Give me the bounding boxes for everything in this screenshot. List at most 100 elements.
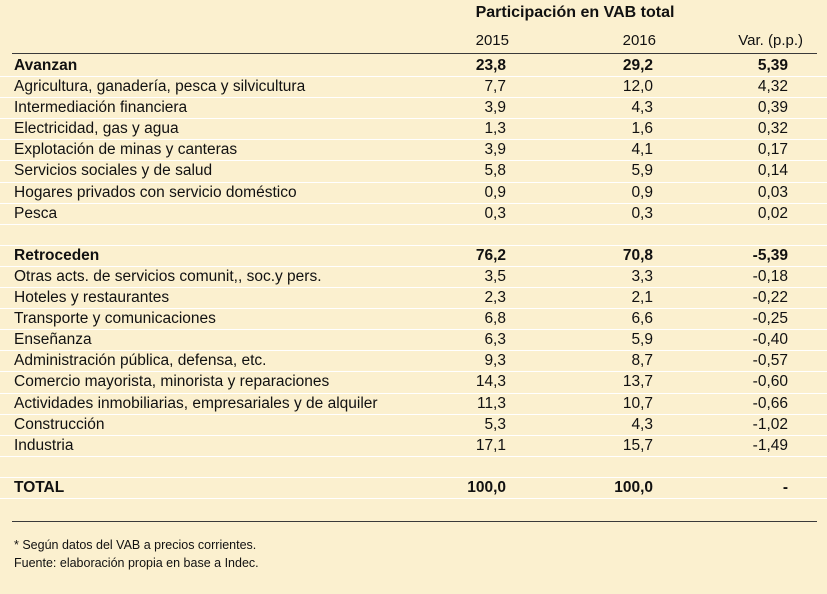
cell-2016: 1,6 (631, 120, 653, 138)
row-label: Servicios sociales y de salud (14, 162, 213, 180)
row-label: Pesca (14, 204, 58, 222)
cell-2015: 6,3 (484, 331, 506, 349)
table-row: Comercio mayorista, minorista y reparaci… (0, 372, 827, 394)
cell-2015: 5,8 (484, 162, 506, 180)
cell-var: - (782, 478, 788, 496)
cell-var: -0,18 (752, 267, 788, 285)
cell-var: -0,57 (752, 352, 788, 370)
cell-var: -0,60 (752, 373, 788, 391)
table-row: Industria 17,1 15,7 -1,49 (0, 436, 827, 457)
cell-2015: 14,3 (475, 373, 506, 391)
cell-2016: 13,7 (622, 373, 653, 391)
table-super-header: Participación en VAB total (475, 4, 675, 21)
table-row: Otras acts. de servicios comunit,, soc.y… (0, 267, 827, 289)
row-label: Enseñanza (14, 331, 92, 349)
cell-2016: 5,9 (631, 162, 653, 180)
table-row: Actividades inmobiliarias, empresariales… (0, 394, 827, 415)
cell-2015: 23,8 (475, 57, 506, 74)
cell-2016: 2,1 (631, 289, 653, 307)
cell-2015: 9,3 (484, 352, 506, 370)
row-label: Comercio mayorista, minorista y reparaci… (14, 373, 330, 391)
row-label: Industria (14, 436, 74, 454)
table-row: Pesca 0,3 0,3 0,02 (0, 204, 827, 225)
cell-2015: 5,3 (484, 415, 506, 433)
cell-var: 0,03 (757, 183, 788, 201)
table-body: Avanzan 23,8 29,2 5,39 Agricultura, ganaderí… (0, 56, 827, 499)
cell-2015: 3,9 (484, 99, 506, 117)
cell-2016: 100,0 (614, 478, 653, 496)
cell-var: -0,25 (752, 310, 788, 328)
cell-2015: 17,1 (475, 436, 506, 454)
row-label: Explotación de minas y canteras (14, 141, 238, 159)
footnote-source: Fuente: elaboración propia en base a Ind… (14, 556, 259, 570)
cell-2015: 11,3 (476, 394, 506, 412)
cell-2015: 0,9 (484, 183, 506, 201)
column-header-var: Var. (p.p.) (738, 32, 803, 49)
cell-var: -0,66 (752, 394, 788, 412)
table-group-row: Retroceden 76,2 70,8 -5,39 (0, 246, 827, 267)
column-header-2016: 2016 (622, 32, 656, 49)
row-label: Agricultura, ganadería, pesca y silvicul… (14, 78, 306, 96)
cell-var: 0,17 (757, 141, 788, 159)
cell-2016: 6,6 (631, 310, 653, 328)
table-spacer-row (0, 457, 827, 478)
row-label: Construcción (14, 415, 105, 433)
cell-var: 5,39 (757, 57, 788, 74)
cell-2016: 0,9 (631, 183, 653, 201)
cell-2015: 2,3 (484, 289, 506, 307)
cell-var: 4,32 (757, 78, 788, 96)
table-total-row: TOTAL 100,0 100,0 - (0, 478, 827, 499)
cell-2016: 5,9 (631, 331, 653, 349)
table-row: Hogares privados con servicio doméstico 0… (0, 183, 827, 204)
cell-2015: 3,5 (484, 267, 506, 285)
cell-2016: 29,2 (622, 57, 653, 74)
cell-var: -1,49 (752, 436, 788, 454)
table-row: Transporte y comunicaciones 6,8 6,6 -0,25 (0, 309, 827, 331)
cell-2016: 3,3 (631, 267, 653, 285)
cell-var: 0,39 (757, 99, 788, 117)
cell-2015: 7,7 (484, 78, 506, 96)
cell-2016: 8,7 (631, 352, 653, 370)
cell-var: 0,32 (757, 120, 788, 138)
table-row: Enseñanza 6,3 5,9 -0,40 (0, 330, 827, 352)
table-row: Construcción 5,3 4,3 -1,02 (0, 415, 827, 436)
table-row: Servicios sociales y de salud 5,8 5,9 0,14 (0, 161, 827, 183)
cell-2016: 4,3 (631, 415, 653, 433)
table-row: Intermediación financiera 3,9 4,3 0,39 (0, 98, 827, 120)
row-label: Intermediación financiera (14, 99, 188, 117)
cell-2015: 1,3 (484, 120, 506, 138)
cell-var: -0,22 (752, 289, 788, 307)
cell-var: -1,02 (752, 415, 788, 433)
column-header-2015: 2015 (475, 32, 509, 49)
cell-2016: 10,7 (622, 394, 653, 412)
cell-var: 0,02 (757, 204, 788, 222)
cell-2016: 70,8 (622, 246, 653, 264)
row-label: Transporte y comunicaciones (14, 310, 216, 328)
footnote-methodology: * Según datos del VAB a precios corrient… (14, 538, 257, 552)
table-spacer-row (0, 225, 827, 246)
cell-2015: 6,8 (484, 310, 506, 328)
cell-2016: 15,7 (622, 436, 653, 454)
table-row: Explotación de minas y canteras 3,9 4,1 0,1… (0, 140, 827, 162)
row-label: Otras acts. de servicios comunit,, soc.y… (14, 267, 322, 285)
row-label: TOTAL (14, 478, 65, 496)
row-label: Electricidad, gas y agua (14, 120, 179, 138)
cell-2015: 0,3 (484, 204, 506, 222)
table-row: Administración pública, defensa, etc. 9,3… (0, 351, 827, 373)
table-row: Agricultura, ganadería, pesca y silvicul… (0, 77, 827, 99)
cell-2015: 3,9 (484, 141, 506, 159)
row-label: Avanzan (14, 57, 78, 74)
row-label: Retroceden (14, 246, 100, 264)
cell-var: -0,40 (752, 331, 788, 349)
row-label: Hoteles y restaurantes (14, 289, 170, 307)
cell-2016: 12,0 (622, 78, 653, 96)
cell-2016: 0,3 (631, 204, 653, 222)
cell-2016: 4,1 (631, 141, 653, 159)
bottom-rule (12, 521, 817, 522)
row-label: Actividades inmobiliarias, empresariales… (14, 394, 378, 412)
table-group-row: Avanzan 23,8 29,2 5,39 (0, 56, 827, 78)
row-label: Hogares privados con servicio doméstico (14, 183, 297, 201)
table-row: Hoteles y restaurantes 2,3 2,1 -0,22 (0, 288, 827, 310)
cell-2015: 100,0 (467, 478, 506, 496)
row-label: Administración pública, defensa, etc. (14, 352, 267, 370)
